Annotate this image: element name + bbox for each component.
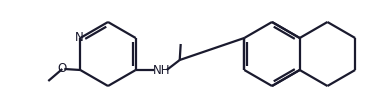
- Text: O: O: [57, 62, 67, 75]
- Text: N: N: [75, 31, 84, 44]
- Text: NH: NH: [153, 63, 170, 76]
